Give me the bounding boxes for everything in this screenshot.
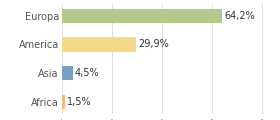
Bar bbox=[62, 37, 136, 52]
Bar bbox=[62, 66, 73, 80]
Text: 4,5%: 4,5% bbox=[75, 68, 99, 78]
Bar bbox=[62, 95, 65, 109]
Text: 64,2%: 64,2% bbox=[224, 11, 255, 21]
Bar bbox=[62, 9, 222, 23]
Text: 1,5%: 1,5% bbox=[67, 97, 92, 107]
Text: 29,9%: 29,9% bbox=[138, 39, 169, 49]
